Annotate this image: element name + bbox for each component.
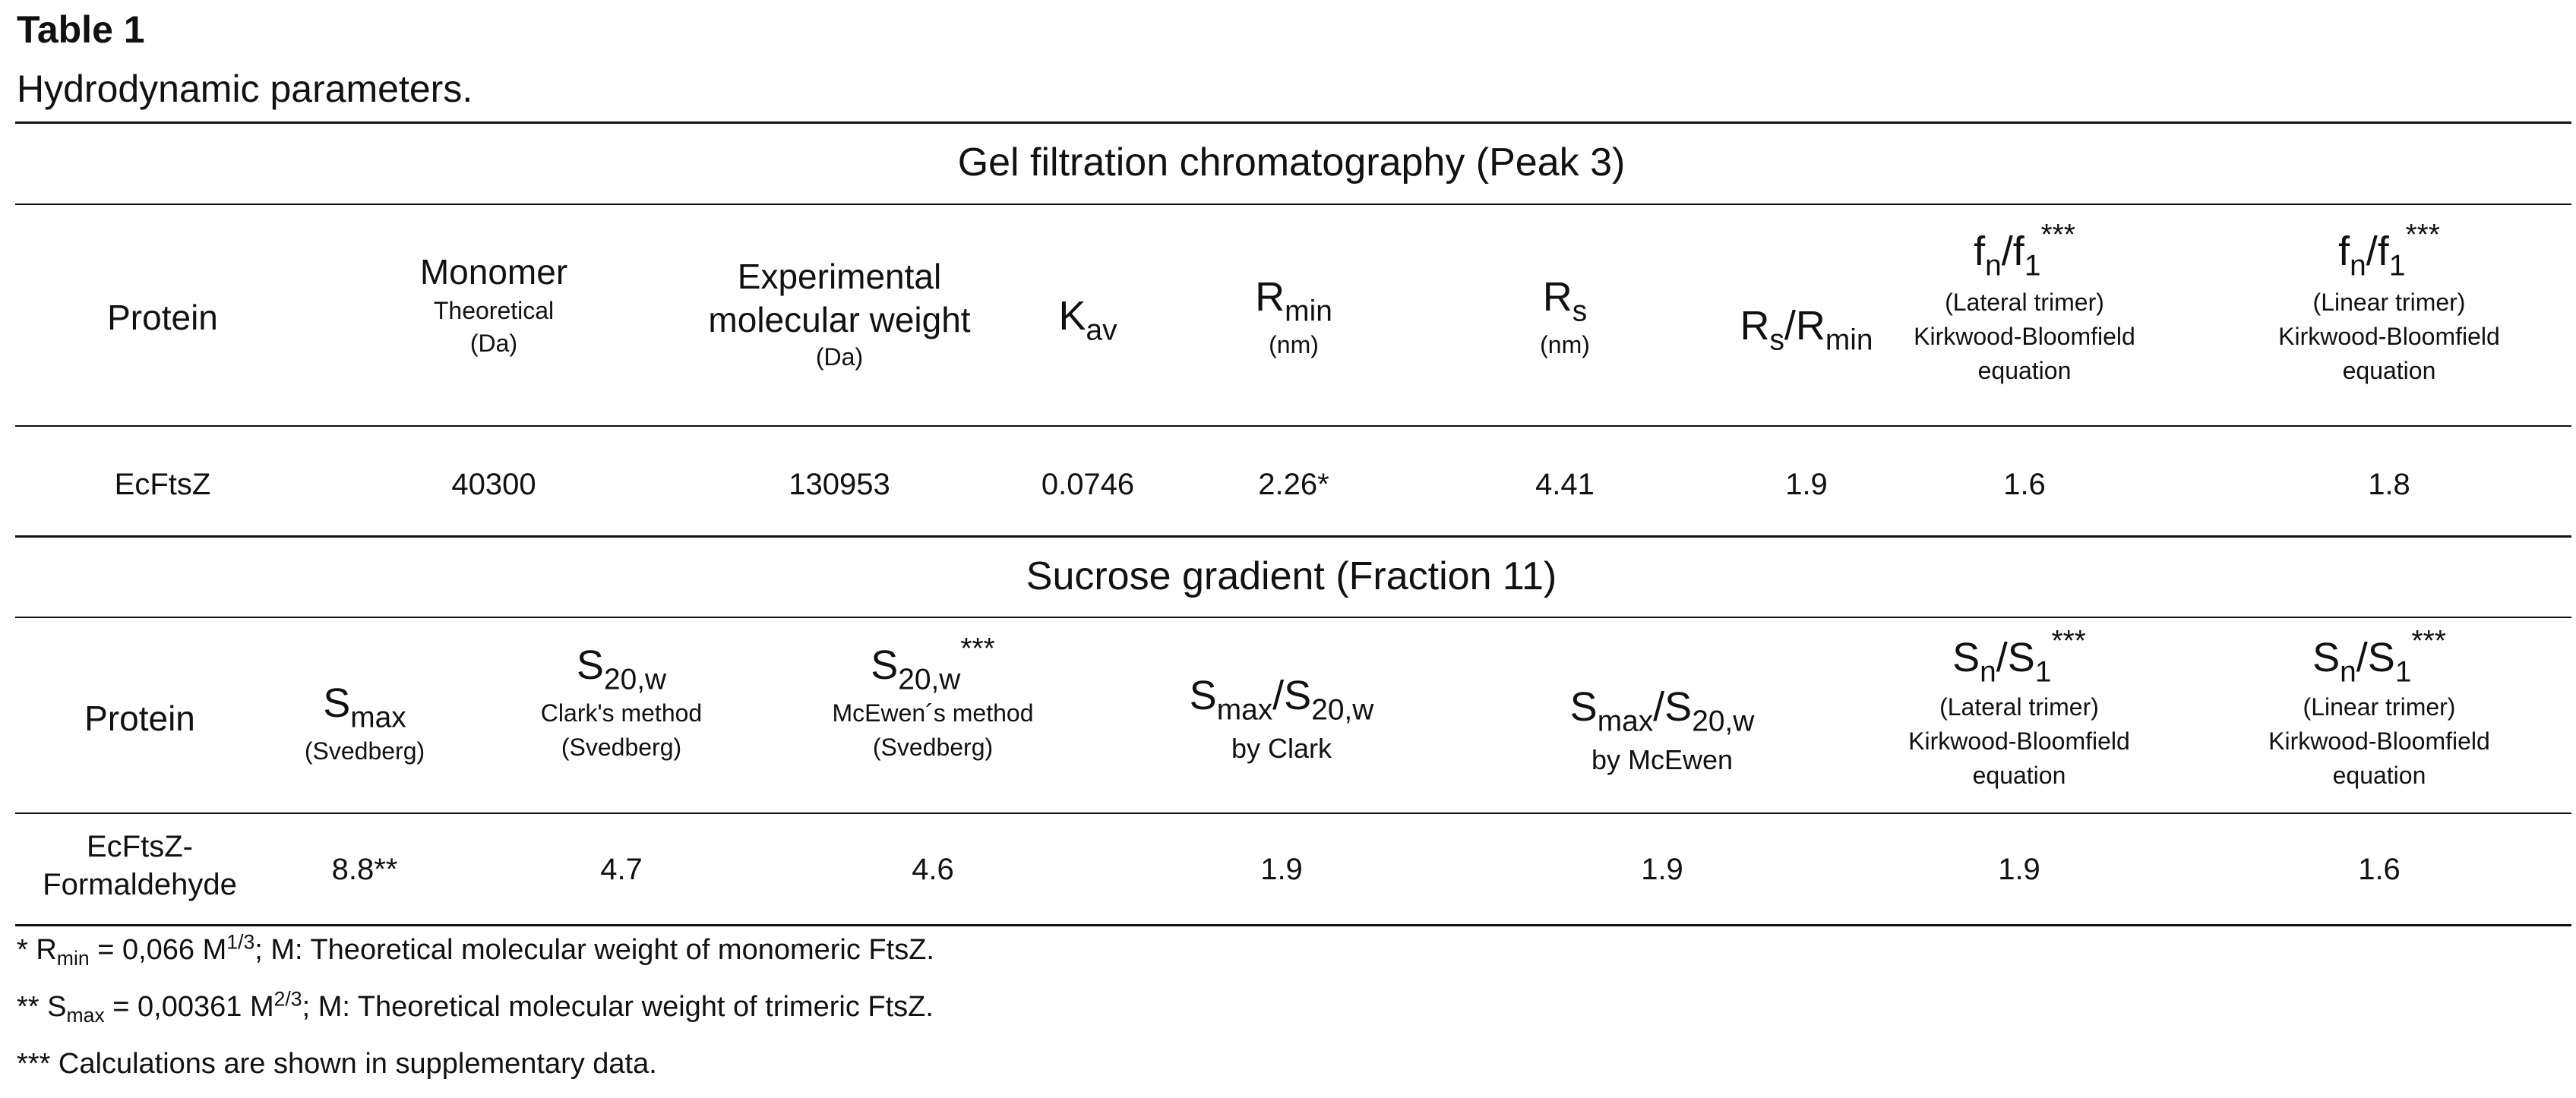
gel-header-rs: Rs (nm) [1540, 274, 1590, 359]
gel-header-fn-linear: fn/f1*** (Linear trimer) Kirkwood-Bloomf… [2278, 218, 2500, 384]
gel-cell-rs-rmin: 1.9 [1785, 468, 1828, 501]
sucrose-cell-smax: 8.8** [331, 853, 398, 886]
table-label: Table 1 [17, 8, 145, 51]
sucrose-cell-ratio-mcewen: 1.9 [1641, 853, 1683, 886]
gel-header-kav: Kav [1058, 293, 1117, 347]
gel-header-rs-rmin: Rs/Rmin [1740, 303, 1873, 357]
sucrose-header-ratio-clark: Smax/S20,w by Clark [1189, 673, 1374, 765]
gel-header-rmin: Rmin (nm) [1255, 274, 1332, 359]
sucrose-header-s20-clark: S20,w Clark's method (Svedberg) [540, 642, 703, 761]
footnote-smax: ** Smax = 0,00361 M2/3; M: Theoretical m… [17, 987, 934, 1027]
gel-cell-experimental: 130953 [789, 468, 890, 501]
gel-header-fn-lateral: fn/f1*** (Lateral trimer) Kirkwood-Bloom… [1914, 218, 2135, 384]
sucrose-header-protein: Protein [84, 699, 195, 738]
footnote-rmin: * Rmin = 0,066 M1/3; M: Theoretical mole… [17, 930, 934, 970]
gel-cell-monomer: 40300 [451, 468, 536, 501]
sucrose-header-sn-linear: Sn/S1*** (Linear trimer) Kirkwood-Bloomf… [2268, 624, 2490, 789]
rule-bottom [15, 924, 2571, 926]
rule-sucrose-title [15, 617, 2571, 618]
sucrose-cell-sn-linear: 1.6 [2358, 853, 2401, 886]
gel-cell-rmin: 2.26* [1258, 468, 1329, 501]
rule-gel-header [15, 425, 2571, 427]
gel-section-title: Gel filtration chromatography (Peak 3) [957, 140, 1626, 185]
rule-gel-title [15, 204, 2571, 205]
sucrose-cell-s20-mcewen: 4.6 [912, 853, 954, 886]
sucrose-cell-sn-lateral: 1.9 [1998, 853, 2040, 886]
sucrose-section-title: Sucrose gradient (Fraction 11) [1026, 554, 1557, 598]
sucrose-header-s20-mcewen: S20,w*** McEwen´s method (Svedberg) [832, 632, 1034, 761]
sucrose-cell-ratio-clark: 1.9 [1260, 853, 1303, 886]
sucrose-cell-protein: EcFtsZ- Formaldehyde [43, 830, 237, 901]
rule-gel-end [15, 535, 2571, 538]
rule-top [15, 121, 2571, 124]
gel-header-monomer: Monomer Theoretical (Da) [419, 252, 568, 357]
sucrose-cell-s20-clark: 4.7 [600, 853, 643, 886]
gel-cell-rs: 4.41 [1535, 468, 1595, 501]
gel-cell-fn-lateral: 1.6 [2003, 468, 2046, 501]
gel-cell-fn-linear: 1.8 [2368, 468, 2410, 501]
rule-sucrose-header [15, 812, 2571, 814]
table-caption: Hydrodynamic parameters. [17, 68, 473, 110]
sucrose-header-smax: Smax (Svedberg) [304, 680, 425, 765]
gel-header-protein: Protein [107, 298, 218, 337]
gel-cell-protein: EcFtsZ [114, 468, 211, 501]
gel-header-experimental: Experimental molecular weight (Da) [708, 257, 971, 371]
sucrose-header-ratio-mcewen: Smax/S20,w by McEwen [1569, 684, 1755, 776]
footnote-supplementary: *** Calculations are shown in supplement… [17, 1048, 657, 1080]
sucrose-header-sn-lateral: Sn/S1*** (Lateral trimer) Kirkwood-Bloom… [1908, 624, 2130, 789]
gel-cell-kav: 0.0746 [1041, 468, 1135, 501]
